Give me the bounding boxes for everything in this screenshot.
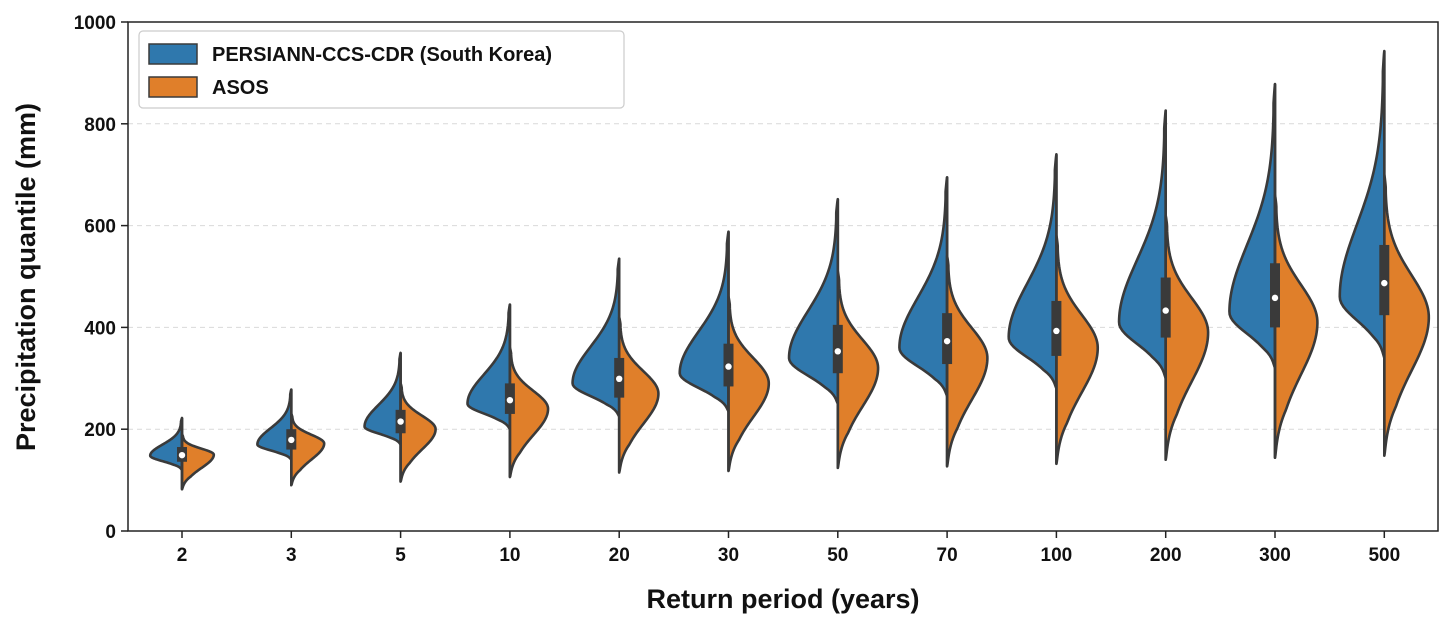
y-tick-label: 0 (105, 522, 116, 543)
median-marker (1381, 279, 1388, 287)
y-tick-label: 1000 (74, 13, 116, 34)
violin-half-asos (1383, 173, 1431, 457)
violin-half-asos (617, 315, 660, 474)
legend-frame (138, 30, 625, 109)
x-tick-label: 5 (395, 545, 406, 566)
violin-half-persiann (1117, 109, 1167, 380)
violin-half-persiann (571, 257, 621, 418)
violin-half-asos (290, 412, 326, 487)
y-tick-label: 600 (84, 217, 116, 238)
x-tick-label: 70 (937, 545, 958, 566)
x-tick-label: 20 (609, 545, 630, 566)
x-tick-label: 200 (1150, 545, 1182, 566)
violin-half-persiann (898, 175, 949, 398)
x-tick-label: 30 (718, 545, 739, 566)
grid-lines (128, 123, 1438, 430)
legend: PERSIANN-CCS-CDR (South Korea) ASOS (138, 30, 625, 109)
violin-half-persiann (1228, 82, 1277, 370)
x-tick-label: 3 (286, 545, 297, 566)
violin-half-persiann (787, 197, 840, 406)
median-marker (834, 348, 841, 355)
median-marker (1053, 327, 1060, 335)
y-tick-label: 800 (84, 115, 116, 136)
violin-half-asos (1055, 234, 1100, 466)
violin-half-persiann (466, 303, 512, 431)
violin-half-persiann (1007, 153, 1058, 390)
x-axis-label: Return period (years) (646, 584, 919, 614)
violin-half-persiann (256, 388, 293, 462)
violin-half-asos (508, 346, 550, 479)
violin-half-asos (1164, 214, 1210, 462)
violin-half-persiann (1338, 49, 1386, 360)
plot-frame (127, 21, 1439, 532)
median-marker (943, 337, 951, 345)
median-marker (725, 363, 732, 370)
violin-half-persiann (678, 230, 730, 413)
violin-half-persiann (148, 416, 184, 472)
inner-boxes (177, 51, 1390, 490)
violin-half-persiann (363, 351, 402, 446)
x-tick-label: 10 (499, 545, 520, 566)
violin-half-asos (1273, 193, 1319, 460)
axis-ticks: 0 200 400 600 800 1000 2 3 5 10 20 30 50 70 100 200 300 5… (74, 13, 1400, 566)
median-marker (1271, 294, 1279, 302)
x-tick-label: 300 (1259, 545, 1291, 566)
legend-label-persiann: PERSIANN-CCS-CDR (South Korea) (212, 44, 552, 66)
violin-half-asos (727, 295, 771, 473)
median-marker (288, 436, 295, 444)
y-tick-label: 200 (84, 420, 116, 441)
y-axis-label: Precipitation quantile (mm) (11, 103, 41, 451)
y-tick-label: 400 (84, 318, 116, 339)
legend-swatch-persiann (148, 43, 198, 65)
median-marker (397, 418, 404, 425)
median-marker (178, 451, 186, 459)
violins (148, 49, 1431, 491)
legend-swatch-asos (148, 76, 198, 98)
x-tick-label: 50 (827, 545, 848, 566)
median-marker (506, 396, 514, 404)
x-tick-label: 2 (177, 545, 188, 566)
x-tick-label: 100 (1041, 545, 1073, 566)
violin-half-asos (945, 254, 989, 468)
median-marker (616, 375, 623, 383)
violin-half-asos (836, 270, 880, 470)
violin-half-asos (399, 382, 437, 483)
legend-label-asos: ASOS (212, 77, 269, 99)
median-marker (1162, 307, 1169, 314)
x-tick-label: 500 (1368, 545, 1400, 566)
violin-half-asos (180, 432, 216, 491)
